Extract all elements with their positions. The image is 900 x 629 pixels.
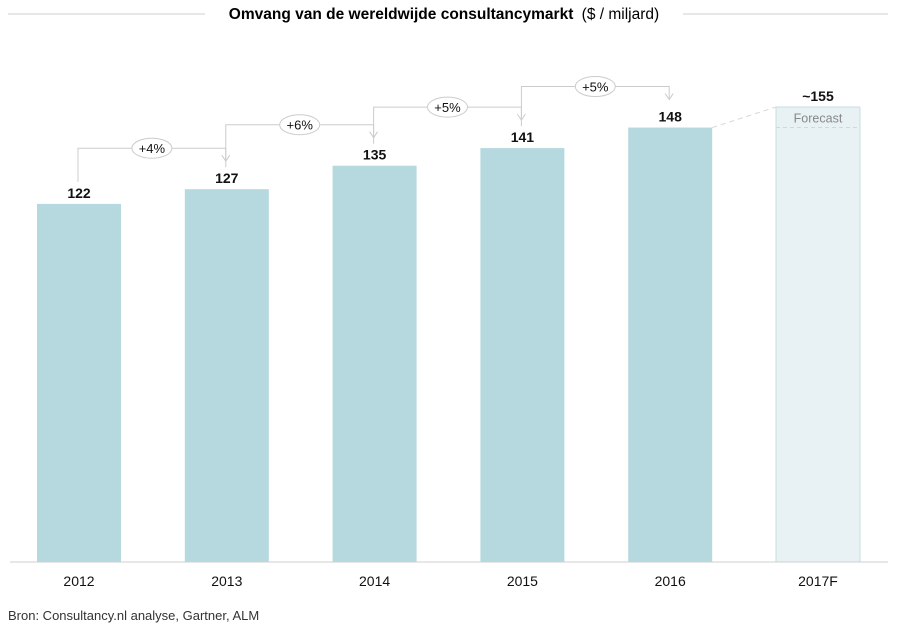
value-label-2013: 127: [215, 170, 239, 186]
chart-title-main: Omvang van de wereldwijde consultancymar…: [229, 6, 574, 23]
forecast-bar-2017F: [776, 107, 860, 562]
x-tick-label-2012: 2012: [63, 573, 94, 589]
bar-2016: [628, 127, 713, 562]
growth-label-2: +6%: [287, 118, 314, 133]
growth-badge-4: [574, 76, 616, 98]
forecast-label: Forecast: [794, 111, 843, 125]
bar-2014: [332, 165, 417, 563]
value-label-2017F: ~155: [802, 88, 834, 104]
chart-title: Omvang van de wereldwijde consultancymar…: [229, 6, 659, 23]
growth-badge-3: [427, 96, 468, 118]
source-note: Bron: Consultancy.nl analyse, Gartner, A…: [8, 608, 260, 623]
x-tick-label-2013: 2013: [211, 573, 242, 589]
value-label-2015: 141: [511, 129, 535, 145]
bar-2013: [184, 189, 269, 562]
chart-title-unit: ($ / miljard): [582, 6, 660, 23]
bar-2015: [480, 148, 565, 562]
value-label-2012: 122: [67, 185, 91, 201]
x-tick-label-2014: 2014: [359, 573, 390, 589]
growth-badge-2: [279, 114, 321, 136]
bar-2012: [37, 203, 121, 562]
x-tick-label-2015: 2015: [507, 573, 538, 589]
value-label-2014: 135: [363, 147, 387, 163]
growth-arrow-4: [664, 93, 674, 101]
value-label-2016: 148: [659, 109, 683, 125]
x-tick-label-2016: 2016: [655, 573, 686, 589]
growth-label-1: +4%: [139, 141, 166, 156]
growth-label-4: +5%: [582, 80, 609, 95]
growth-label-3: +5%: [434, 100, 461, 115]
forecast-connector: [712, 106, 777, 129]
x-tick-label-2017F: 2017F: [798, 573, 838, 589]
chart-marks: 122 2012 127 2013 135 2014 141 2015 148 2016 Forec…: [37, 76, 861, 589]
growth-badge-1: [131, 137, 173, 159]
